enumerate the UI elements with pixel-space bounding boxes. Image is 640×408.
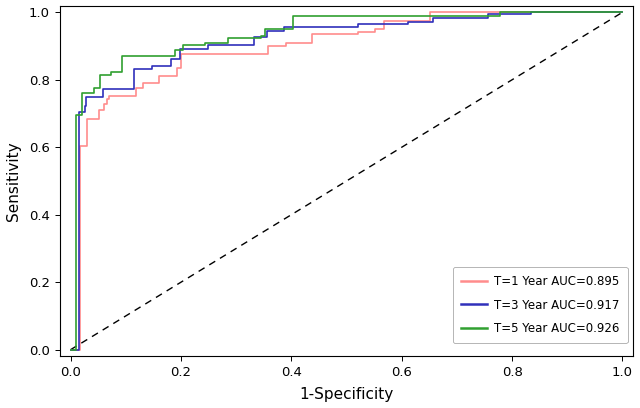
Y-axis label: Sensitivity: Sensitivity	[6, 141, 20, 221]
X-axis label: 1-Specificity: 1-Specificity	[300, 388, 394, 402]
Legend: T=1 Year AUC=0.895, T=3 Year AUC=0.917, T=5 Year AUC=0.926: T=1 Year AUC=0.895, T=3 Year AUC=0.917, …	[452, 267, 628, 344]
